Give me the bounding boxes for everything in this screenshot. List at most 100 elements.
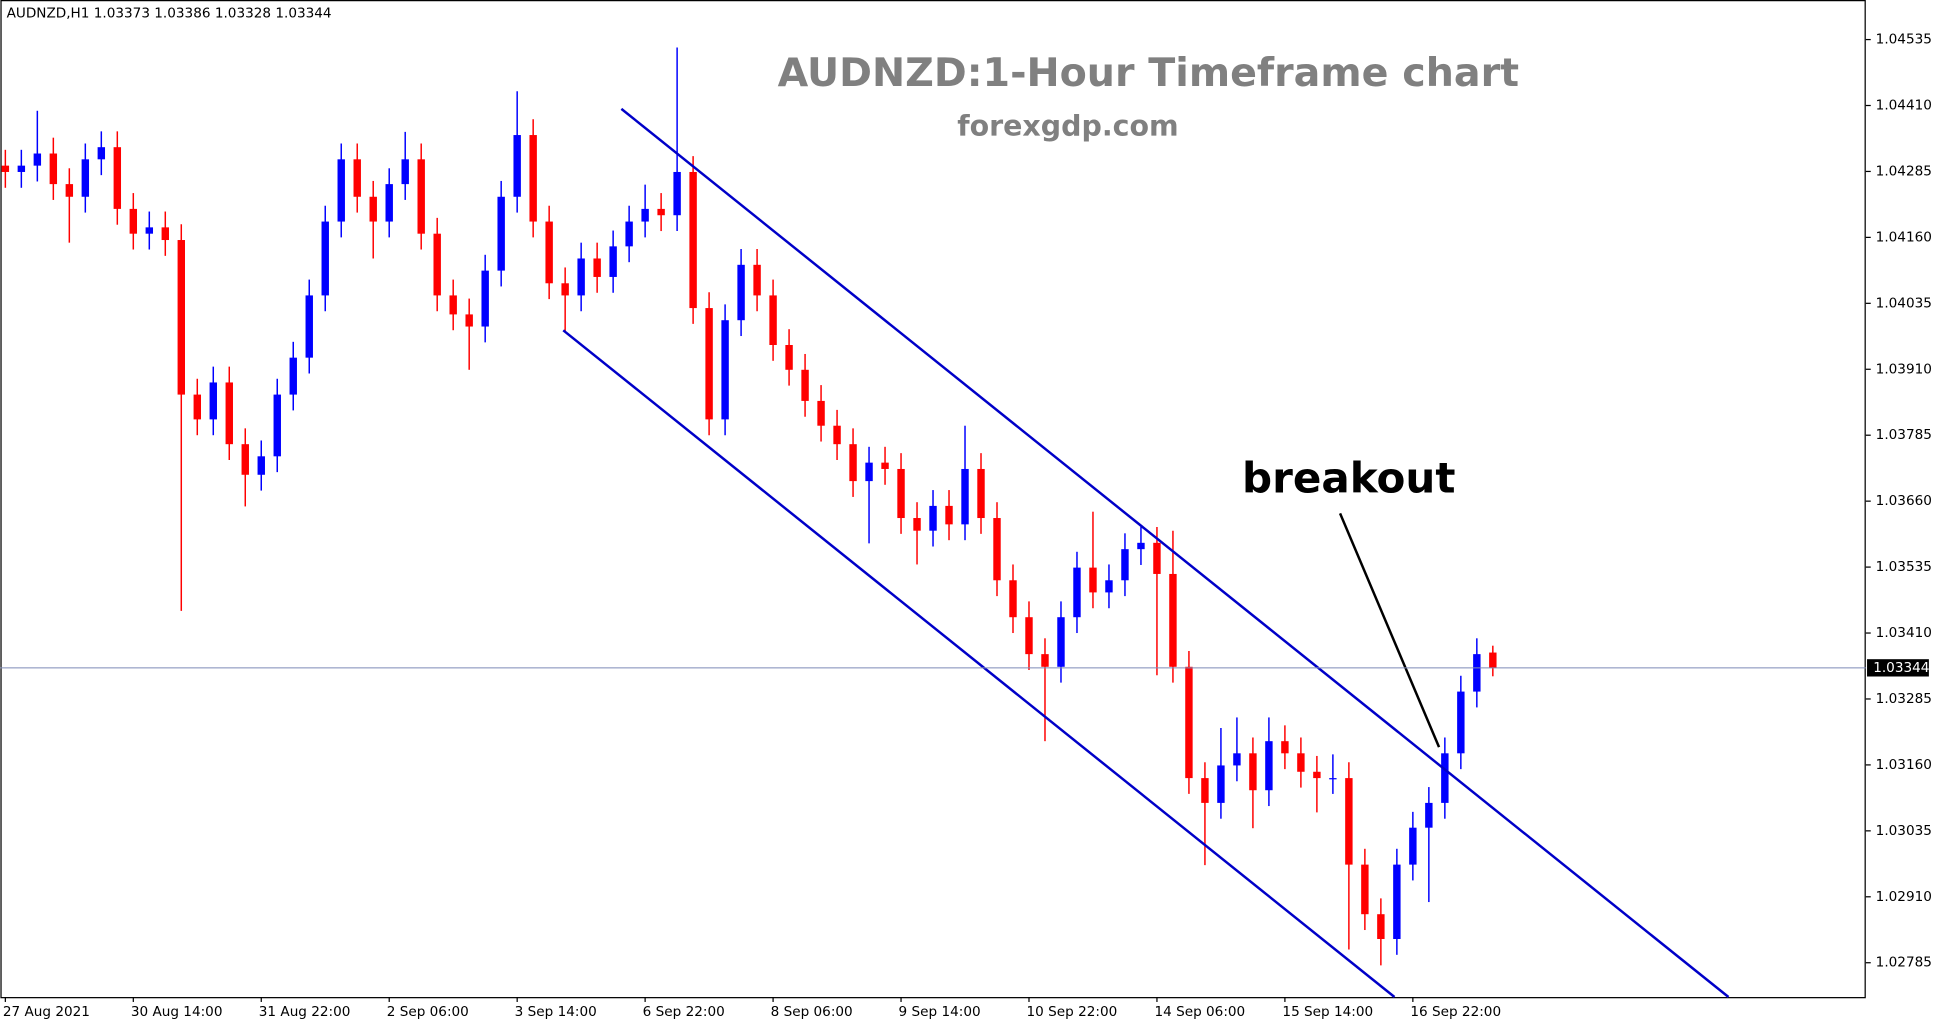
candle-body xyxy=(929,505,937,531)
x-tick-label: 15 Sep 14:00 xyxy=(1282,1004,1373,1020)
candle-body xyxy=(577,258,585,296)
annotation: breakout xyxy=(1242,454,1455,503)
candle-body xyxy=(545,221,553,284)
candle-body xyxy=(1441,753,1449,803)
candle-body xyxy=(881,462,889,469)
candles xyxy=(1,47,1497,966)
current-price-box xyxy=(1867,659,1929,677)
candle-body xyxy=(1409,827,1417,865)
x-tick-label: 8 Sep 06:00 xyxy=(771,1004,853,1020)
y-tick-label: 1.03160 xyxy=(1876,757,1932,773)
candle-body xyxy=(1297,753,1305,772)
x-tick-label: 30 Aug 14:00 xyxy=(131,1004,223,1020)
y-tick-label: 1.03410 xyxy=(1876,625,1932,641)
candle-body xyxy=(385,184,393,222)
candle-body xyxy=(1489,652,1497,668)
x-tick-label: 2 Sep 06:00 xyxy=(387,1004,469,1020)
y-tick-label: 1.04285 xyxy=(1876,163,1932,179)
y-tick-label: 1.03910 xyxy=(1876,361,1932,377)
candle-body xyxy=(209,382,217,420)
x-tick-label: 16 Sep 22:00 xyxy=(1410,1004,1501,1020)
candle-body xyxy=(49,153,58,185)
candle-body xyxy=(337,159,345,222)
candle-body xyxy=(897,468,905,519)
symbol-header: AUDNZD,H1 1.03373 1.03386 1.03328 1.0334… xyxy=(7,6,332,22)
candle-body xyxy=(369,196,377,222)
candle-body xyxy=(1041,654,1049,667)
current-price-label: 1.03344 xyxy=(1873,660,1929,676)
candle-body xyxy=(865,462,873,482)
candle-body xyxy=(33,153,42,166)
y-tick-label: 1.03660 xyxy=(1876,493,1932,509)
candle-body xyxy=(529,135,537,222)
candle-body xyxy=(1281,741,1289,754)
candle-body xyxy=(145,227,154,234)
y-tick-label: 1.03785 xyxy=(1876,427,1932,443)
candle-body xyxy=(769,295,777,346)
candle-body xyxy=(1425,802,1433,828)
candle-body xyxy=(1345,778,1353,865)
y-tick-label: 1.02910 xyxy=(1876,889,1932,905)
candle-body xyxy=(993,518,1001,581)
candle-body xyxy=(257,456,265,475)
candle-body xyxy=(1201,778,1209,803)
candle-body xyxy=(1169,573,1177,667)
candle-body xyxy=(433,233,441,296)
candle-body xyxy=(689,171,697,309)
candle-body xyxy=(593,258,601,277)
y-tick-label: 1.04160 xyxy=(1876,229,1932,245)
y-tick-label: 1.03285 xyxy=(1876,691,1932,707)
x-tick-label: 9 Sep 14:00 xyxy=(899,1004,981,1020)
x-tick-label: 6 Sep 22:00 xyxy=(643,1004,725,1020)
candle-body xyxy=(1089,567,1097,593)
candle-body xyxy=(1473,654,1481,692)
candle-body xyxy=(353,159,361,197)
candle-body xyxy=(321,221,329,296)
y-tick-label: 1.04535 xyxy=(1876,32,1932,48)
candle-body xyxy=(65,184,74,197)
x-tick-label: 27 Aug 2021 xyxy=(3,1004,90,1020)
candle-body xyxy=(609,246,617,277)
lower-channel-line xyxy=(562,329,1396,998)
candle-body xyxy=(225,382,233,445)
x-tick-label: 3 Sep 14:00 xyxy=(515,1004,597,1020)
candle-body xyxy=(1073,567,1081,618)
candle-body xyxy=(1377,914,1385,939)
candle-body xyxy=(497,196,505,271)
candle-body xyxy=(1233,753,1241,766)
candle-body xyxy=(1361,864,1369,915)
candle-body xyxy=(289,357,297,395)
candle-body xyxy=(673,171,681,216)
candle-body xyxy=(1137,542,1145,550)
candle-body xyxy=(241,444,249,475)
candle-body xyxy=(1057,617,1065,667)
candle-body xyxy=(465,314,473,327)
candle-body xyxy=(961,468,969,525)
upper-channel-line xyxy=(620,107,1730,998)
breakout-arrow xyxy=(1338,512,1441,748)
x-tick-label: 10 Sep 22:00 xyxy=(1027,1004,1118,1020)
candle-body xyxy=(1105,580,1113,593)
candle-body xyxy=(641,208,649,222)
candle-body xyxy=(129,208,138,234)
candle-body xyxy=(177,240,185,395)
candle-body xyxy=(401,159,409,185)
candle-body xyxy=(705,308,713,420)
candle-body xyxy=(161,227,170,241)
candle-body xyxy=(737,264,745,321)
candle-body xyxy=(1,165,10,172)
candle-body xyxy=(81,159,90,197)
candle-body xyxy=(801,369,809,401)
candle-body xyxy=(1025,617,1033,655)
chart-subtitle: forexgdp.com xyxy=(957,109,1178,142)
y-tick-label: 1.04410 xyxy=(1876,98,1932,114)
candle-body xyxy=(753,264,761,296)
candle-body xyxy=(721,320,729,420)
candle-body xyxy=(1265,741,1273,791)
candle-body xyxy=(1153,542,1161,574)
candle-body xyxy=(1121,549,1129,581)
candle-body xyxy=(513,135,521,197)
candle-body xyxy=(833,425,841,445)
